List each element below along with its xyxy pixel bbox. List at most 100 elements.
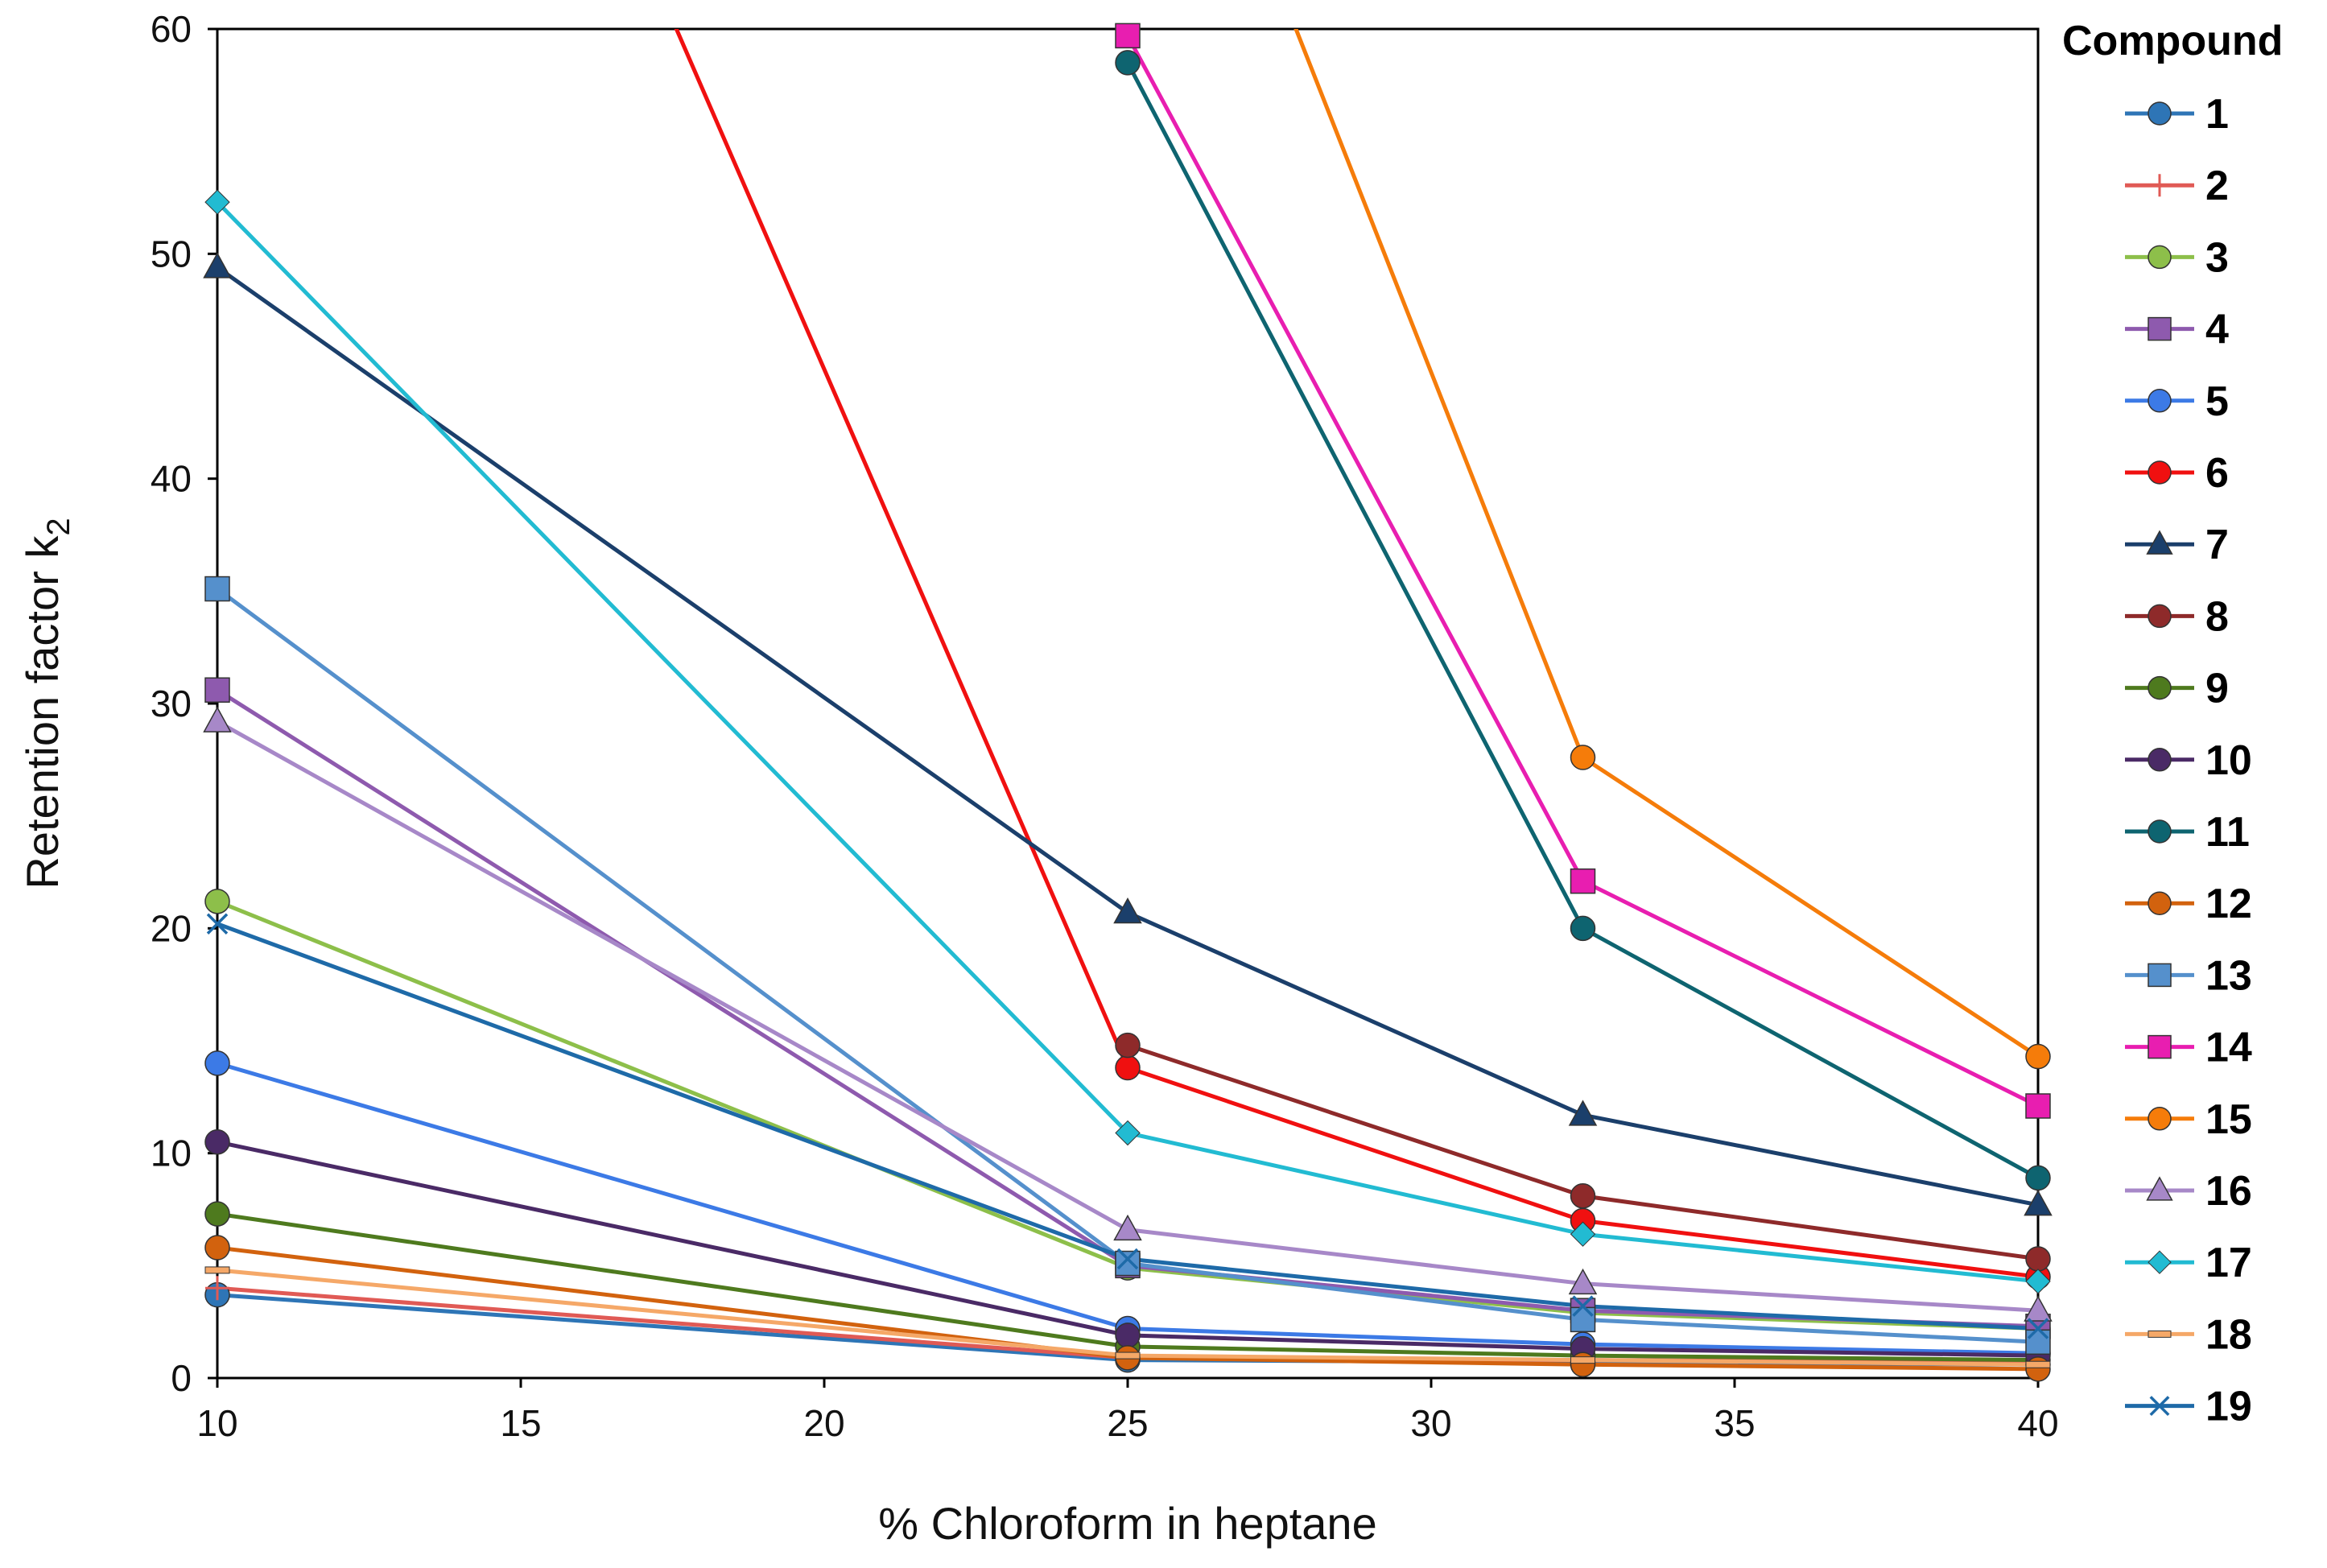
legend-label: 15	[2205, 1096, 2252, 1143]
y-tick-label: 30	[151, 683, 192, 724]
data-point-7	[1113, 897, 1142, 924]
legend-item-8: 8	[2125, 593, 2229, 640]
series-line-18	[217, 1268, 2038, 1367]
legend-label: 3	[2205, 234, 2229, 281]
data-point-15	[1570, 745, 1596, 770]
data-point-7	[203, 252, 232, 279]
series-lines	[217, 29, 2038, 1372]
data-point-15	[2025, 1043, 2051, 1070]
x-tick-label: 20	[803, 1402, 844, 1444]
legend-item-17: 17	[2125, 1240, 2252, 1286]
series-markers	[203, 23, 2053, 1382]
legend-item-2: 2	[2125, 163, 2229, 209]
data-point-10	[1115, 1322, 1141, 1348]
legend-item-4: 4	[2125, 307, 2229, 353]
legend-marker	[2148, 245, 2172, 270]
data-point-19	[1572, 1295, 1594, 1317]
legend-label: 11	[2205, 809, 2250, 856]
data-point-12	[2025, 1356, 2051, 1382]
legend-marker	[2148, 389, 2172, 413]
data-point-17	[1570, 1221, 1596, 1247]
legend-marker	[2148, 1034, 2172, 1059]
legend-marker	[2148, 891, 2172, 915]
legend-label: 5	[2205, 378, 2229, 425]
series-line-16	[217, 720, 2038, 1313]
data-point-11	[1570, 915, 1596, 942]
y-tick-label: 20	[151, 907, 192, 949]
data-point-18	[1570, 1356, 1595, 1364]
legend-label: 8	[2205, 593, 2229, 640]
legend-label: 4	[2205, 307, 2229, 353]
legend-label: 2	[2205, 163, 2229, 209]
data-point-16	[1113, 1214, 1142, 1241]
data-point-8	[1570, 1182, 1596, 1209]
plot-area	[216, 27, 2040, 1380]
legend-marker	[2148, 460, 2172, 485]
data-point-14	[1570, 868, 1596, 894]
legend-marker	[2148, 963, 2172, 988]
y-tick-label: 0	[171, 1357, 192, 1399]
legend-label: 12	[2205, 881, 2252, 927]
data-point-19	[2027, 1318, 2049, 1339]
data-point-16	[203, 706, 232, 732]
legend-label: 14	[2205, 1025, 2252, 1071]
legend-label: 10	[2205, 737, 2252, 784]
data-point-12	[1570, 1351, 1596, 1377]
legend-marker	[2148, 819, 2172, 844]
data-point-6	[1115, 1054, 1141, 1081]
legend-item-12: 12	[2125, 881, 2252, 927]
legend-marker	[2148, 675, 2172, 700]
series-line-13	[217, 587, 2038, 1344]
legend-item-5: 5	[2125, 378, 2229, 425]
series-line-6	[674, 29, 2038, 1279]
data-point-16	[1568, 1268, 1598, 1295]
x-tick-label: 30	[1410, 1402, 1451, 1444]
series-line-7	[217, 266, 2038, 1207]
data-point-13	[2025, 1329, 2051, 1355]
series-line-9	[217, 1211, 2038, 1363]
x-tick-label: 40	[2017, 1402, 2058, 1444]
data-point-13	[1570, 1306, 1596, 1333]
legend-label: 17	[2205, 1240, 2252, 1286]
x-axis-title: % Chloroform in heptane	[878, 1498, 1376, 1549]
data-point-8	[1115, 1032, 1141, 1058]
legend-item-15: 15	[2125, 1096, 2252, 1143]
data-point-8	[2025, 1246, 2051, 1272]
series-line-10	[217, 1140, 2038, 1358]
legend-marker	[2149, 1396, 2170, 1417]
data-point-17	[204, 189, 230, 215]
legend-label: 1	[2205, 91, 2229, 138]
data-point-11	[1115, 50, 1141, 76]
y-tick-label: 10	[151, 1133, 192, 1174]
legend-label: 16	[2205, 1168, 2252, 1215]
legend-marker	[2148, 1330, 2172, 1338]
y-tick-label: 60	[151, 8, 192, 50]
series-line-19	[217, 922, 2038, 1331]
legend-marker	[2148, 748, 2172, 772]
legend-label: 18	[2205, 1311, 2252, 1358]
y-axis-title: Retention factor k2	[17, 518, 76, 889]
series-line-5	[217, 1061, 2038, 1355]
x-tick-label: 15	[500, 1402, 541, 1444]
data-point-18	[204, 1266, 230, 1274]
data-point-14	[1115, 23, 1141, 49]
legend-title: Compound	[2062, 18, 2283, 64]
data-point-18	[1115, 1351, 1141, 1360]
data-point-16	[2024, 1295, 2053, 1322]
data-point-10	[204, 1129, 230, 1155]
legend-label: 19	[2205, 1384, 2252, 1430]
legend-marker	[2148, 1250, 2172, 1274]
legend-label: 6	[2205, 450, 2229, 497]
legend-item-9: 9	[2125, 666, 2229, 712]
legend-item-19: 19	[2125, 1384, 2252, 1430]
legend-label: 7	[2205, 522, 2229, 568]
legend-marker	[2146, 1176, 2173, 1201]
data-point-13	[1115, 1250, 1141, 1277]
legend-label: 13	[2205, 952, 2252, 999]
data-point-11	[2025, 1165, 2051, 1191]
legend-item-10: 10	[2125, 737, 2252, 784]
data-point-18	[2025, 1360, 2051, 1368]
x-tick-label: 25	[1107, 1402, 1148, 1444]
legend-item-14: 14	[2125, 1025, 2252, 1071]
